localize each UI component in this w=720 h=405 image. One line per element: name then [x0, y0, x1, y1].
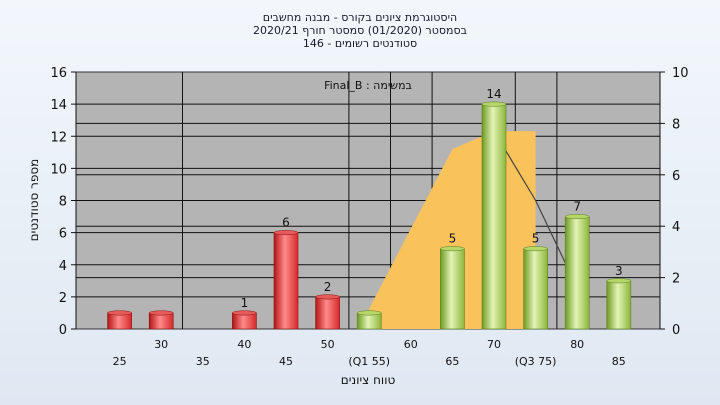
histogram-bar: [523, 248, 548, 330]
histogram-bar-cap: [273, 230, 299, 236]
y-axis-title: מספר סטודנטים: [27, 159, 41, 242]
histogram-bar-cap: [356, 310, 382, 316]
trend-line: [493, 130, 578, 289]
bar-value-label: 3: [615, 264, 623, 278]
x-tick-label: (Q1 55): [348, 355, 390, 368]
histogram-bar-cap: [232, 310, 257, 316]
y-tick-label: 2: [59, 291, 67, 306]
y2-tick-label: 10: [672, 66, 689, 81]
histogram-bar-cap: [523, 246, 548, 252]
histogram-bar-cap: [107, 310, 132, 316]
x-tick-label: 45: [279, 355, 293, 368]
x-tick-label: (Q3 75): [515, 355, 557, 368]
bar-value-label: 1: [241, 296, 249, 310]
x-tick-label: 40: [237, 338, 251, 351]
histogram-bar-cap: [440, 246, 465, 252]
bar-value-label: 14: [486, 87, 501, 101]
y-tick-label: 0: [59, 323, 67, 338]
chart-title-line-1: היסטוגרמת ציונים בקורס - מבנה מחשבים: [262, 11, 458, 24]
x-tick-label: 25: [113, 355, 127, 368]
y-tick-label: 10: [50, 162, 67, 177]
y-tick-label: 16: [50, 66, 67, 81]
y-tick-label: 12: [50, 130, 67, 145]
x-axis-title: טווח ציונים: [341, 373, 396, 387]
y-tick-label: 6: [59, 227, 67, 242]
histogram-bar-cap: [315, 294, 340, 300]
histogram-bar-cap: [564, 214, 590, 220]
chart-annotation: Final_B : במשימה: [324, 79, 412, 92]
x-tick-label: 60: [404, 338, 418, 351]
histogram-bar: [564, 216, 590, 330]
bar-value-label: 6: [282, 216, 290, 230]
chart-title-line-3: סטודנטים רשומים - 146: [302, 37, 418, 50]
histogram-bar: [273, 232, 299, 330]
y-tick-label: 8: [59, 195, 67, 210]
bar-value-label: 7: [573, 200, 581, 214]
histogram-bar: [481, 103, 507, 330]
bar-value-label: 2: [324, 280, 332, 294]
histogram-bar-cap: [481, 101, 507, 107]
y2-tick-label: 8: [672, 117, 680, 132]
x-tick-label: 50: [321, 338, 335, 351]
x-tick-label: 70: [487, 338, 501, 351]
x-tick-label: 65: [445, 355, 459, 368]
histogram-bar: [606, 280, 632, 330]
histogram-bar-cap: [606, 278, 632, 284]
x-tick-label: 85: [612, 355, 626, 368]
histogram-bar-cap: [148, 310, 174, 316]
bar-value-label: 5: [532, 232, 540, 246]
histogram-bar: [440, 248, 465, 330]
chart-title-line-2: בסמסטר (01/2020) סמסטר חורף 2020/21: [253, 24, 467, 37]
bar-value-label: 5: [449, 232, 457, 246]
histogram-bar: [315, 296, 340, 330]
y-tick-label: 4: [59, 259, 67, 274]
y2-tick-label: 6: [672, 169, 680, 184]
y2-tick-label: 4: [672, 220, 680, 235]
y2-tick-label: 0: [672, 323, 680, 338]
y2-tick-label: 2: [672, 272, 680, 287]
y-tick-label: 14: [50, 98, 67, 113]
x-tick-label: 35: [196, 355, 210, 368]
x-tick-label: 30: [154, 338, 168, 351]
x-tick-label: 80: [570, 338, 584, 351]
